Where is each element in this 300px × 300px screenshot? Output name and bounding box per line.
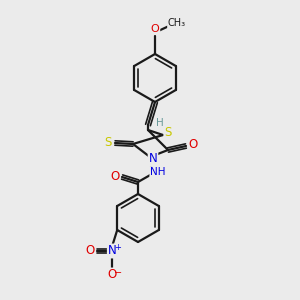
Text: −: −: [114, 268, 122, 278]
Text: O: O: [85, 244, 95, 257]
Text: N: N: [148, 152, 158, 166]
Text: O: O: [151, 24, 159, 34]
Text: O: O: [188, 139, 198, 152]
Text: S: S: [164, 125, 172, 139]
Text: H: H: [156, 118, 164, 128]
Text: NH: NH: [150, 167, 166, 177]
Text: O: O: [110, 169, 120, 182]
Text: CH₃: CH₃: [168, 18, 186, 28]
Text: N: N: [108, 244, 117, 257]
Text: O: O: [108, 268, 117, 281]
Text: S: S: [104, 136, 112, 149]
Text: +: +: [114, 242, 121, 251]
